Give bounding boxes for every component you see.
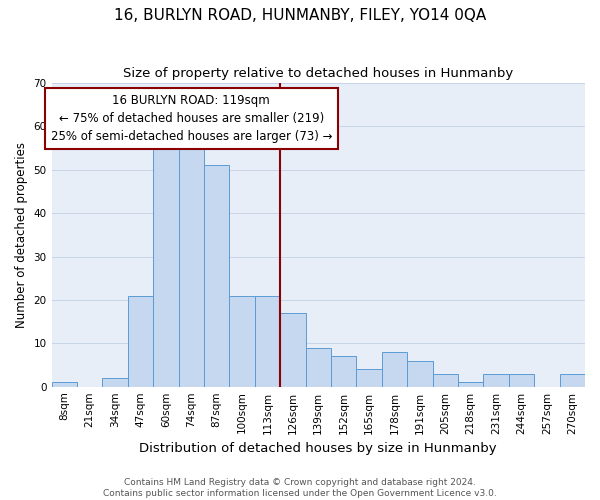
Bar [560, 374, 585, 386]
Bar [331, 356, 356, 386]
Bar [407, 360, 433, 386]
Bar [52, 382, 77, 386]
Bar [280, 313, 305, 386]
Title: Size of property relative to detached houses in Hunmanby: Size of property relative to detached ho… [123, 68, 514, 80]
Y-axis label: Number of detached properties: Number of detached properties [15, 142, 28, 328]
Bar [356, 370, 382, 386]
Bar [382, 352, 407, 386]
Bar [458, 382, 484, 386]
Bar [305, 348, 331, 387]
Bar [128, 296, 153, 386]
Bar [179, 135, 204, 386]
Bar [255, 296, 280, 386]
Bar [204, 166, 229, 386]
Text: 16 BURLYN ROAD: 119sqm
← 75% of detached houses are smaller (219)
25% of semi-de: 16 BURLYN ROAD: 119sqm ← 75% of detached… [50, 94, 332, 143]
Bar [153, 144, 179, 386]
Bar [509, 374, 534, 386]
Bar [484, 374, 509, 386]
Bar [433, 374, 458, 386]
Text: Contains HM Land Registry data © Crown copyright and database right 2024.
Contai: Contains HM Land Registry data © Crown c… [103, 478, 497, 498]
Bar [229, 296, 255, 386]
Text: 16, BURLYN ROAD, HUNMANBY, FILEY, YO14 0QA: 16, BURLYN ROAD, HUNMANBY, FILEY, YO14 0… [114, 8, 486, 22]
X-axis label: Distribution of detached houses by size in Hunmanby: Distribution of detached houses by size … [139, 442, 497, 455]
Bar [103, 378, 128, 386]
